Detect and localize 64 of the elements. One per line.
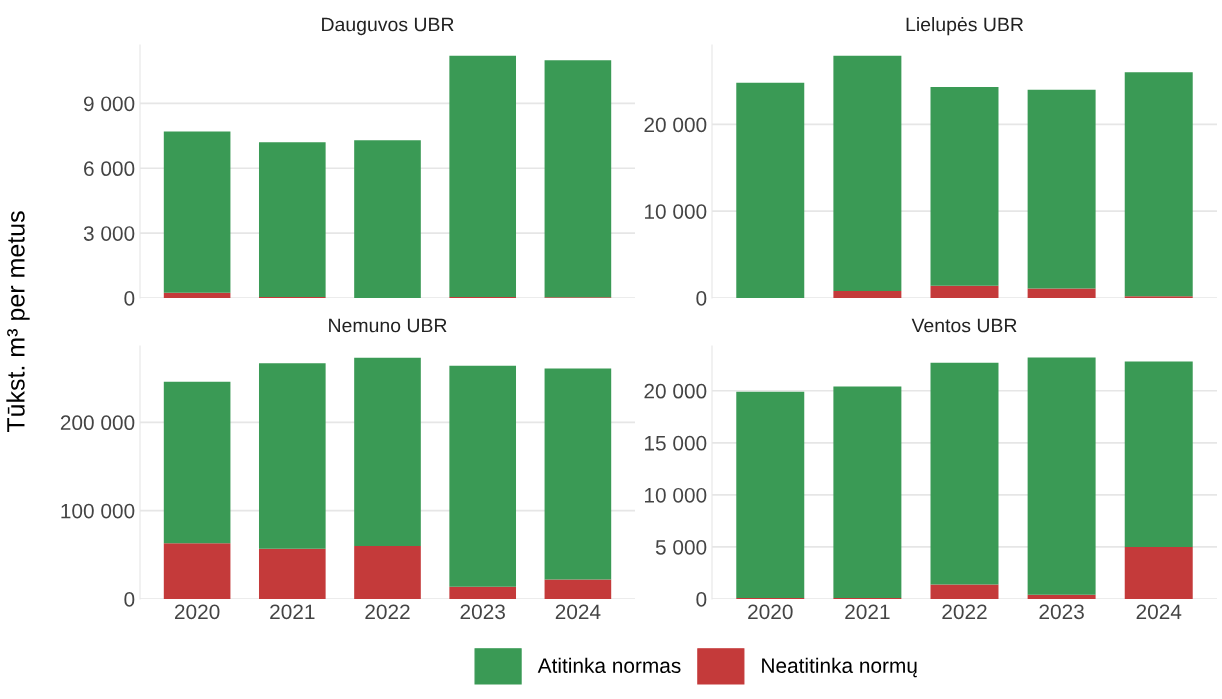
y-tick-label: 3 000 (83, 226, 135, 241)
x-tick-label: 2023 (1039, 604, 1084, 620)
x-tick-label: 2020 (748, 604, 793, 620)
bar (544, 368, 612, 580)
bar (930, 285, 999, 298)
bar (544, 579, 612, 599)
bar (1124, 72, 1193, 297)
bar (449, 55, 517, 297)
bar (163, 543, 231, 599)
y-tick-label: 0 (124, 291, 135, 306)
bar (354, 546, 421, 599)
bar (1124, 546, 1193, 599)
chart-title: Dauguvos UBR (322, 17, 454, 36)
bar (736, 391, 805, 598)
y-tick-label: 9 000 (83, 96, 135, 112)
y-tick-label: 0 (124, 592, 135, 607)
y-tick-label: 6 000 (84, 161, 135, 177)
bar (163, 131, 231, 293)
y-tick-label: 5 000 (655, 539, 707, 555)
bar (163, 381, 231, 544)
bar (736, 82, 805, 298)
chart-title: Ventos UBR (911, 318, 1017, 333)
y-tick-label: 100 000 (61, 503, 135, 519)
x-tick-label: 2023 (460, 604, 505, 620)
bar (1027, 288, 1096, 298)
bar (833, 55, 902, 292)
bar (833, 386, 902, 598)
y-tick-label: 10 000 (645, 487, 707, 503)
y-tick-label: 20 000 (644, 383, 707, 399)
bar (930, 87, 999, 286)
bar (354, 357, 421, 546)
bar (258, 363, 326, 549)
chart-title: Lielupės UBR (906, 17, 1024, 36)
x-tick-label: 2020 (174, 604, 220, 620)
bar (930, 362, 999, 585)
bar (1027, 594, 1096, 599)
y-tick-label: 10 000 (645, 204, 707, 219)
bar (833, 291, 902, 298)
bar (449, 586, 517, 599)
x-tick-label: 2022 (365, 604, 410, 620)
bar (354, 140, 421, 298)
bar (258, 548, 326, 599)
x-tick-label: 2024 (1136, 604, 1182, 620)
x-tick-label: 2024 (555, 604, 601, 620)
y-tick-label: 15 000 (645, 435, 707, 451)
legend-label: Neatitinka normų (762, 657, 917, 678)
y-tick-label: 20 000 (644, 117, 707, 133)
bar (163, 292, 231, 298)
bar (449, 365, 517, 587)
x-tick-label: 2021 (270, 604, 315, 620)
bar (258, 142, 326, 297)
y-tick-label: 0 (696, 291, 707, 306)
y-axis-title: Tūkst. m³ per metus (6, 211, 30, 433)
y-tick-label: 0 (696, 592, 707, 607)
y-tick-label: 200 000 (60, 415, 135, 431)
bar (930, 584, 999, 599)
chart-title: Nemuno UBR (329, 318, 447, 333)
x-tick-label: 2021 (845, 604, 890, 620)
bar (544, 60, 612, 298)
bar (1027, 89, 1096, 289)
legend-label: Atitinka normas (537, 657, 681, 674)
bar (1027, 357, 1096, 595)
bar (1124, 361, 1193, 547)
x-tick-label: 2022 (942, 604, 987, 620)
